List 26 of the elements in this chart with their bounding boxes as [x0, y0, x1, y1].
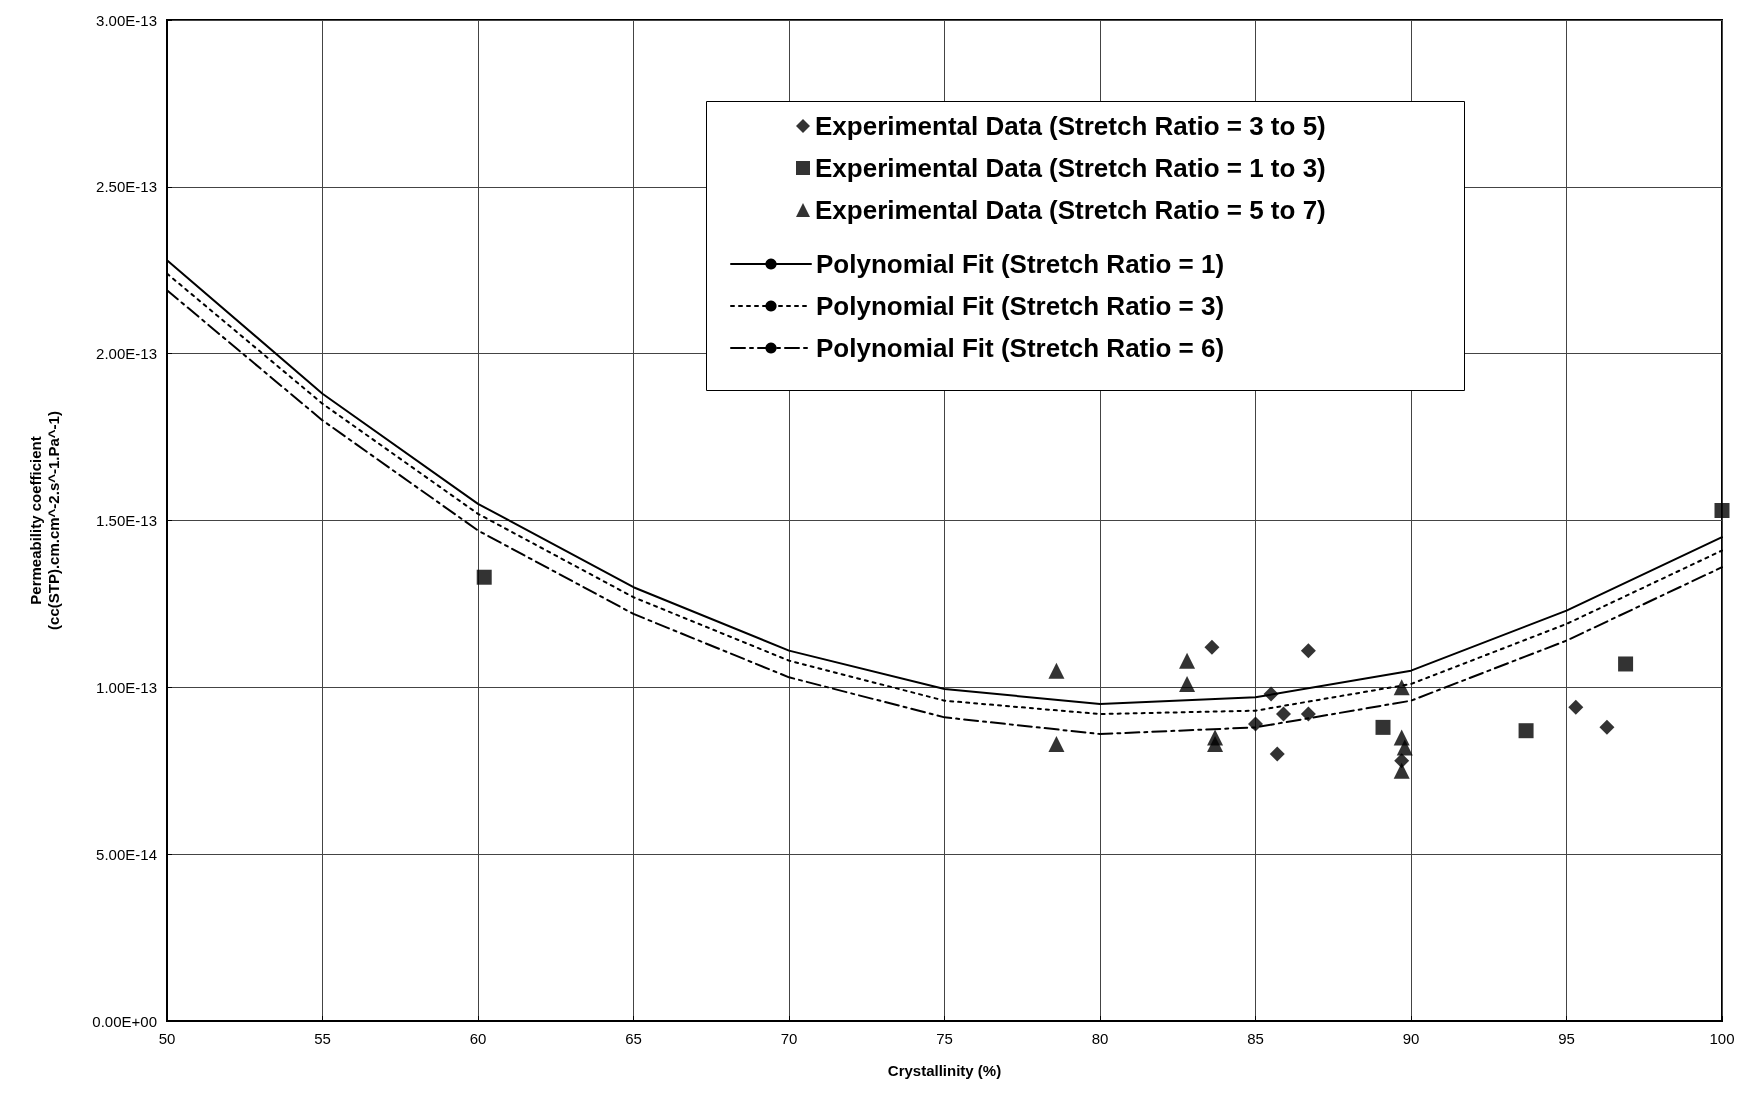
legend-label: Experimental Data (Stretch Ratio = 5 to 7): [815, 195, 1326, 225]
x-tick-label: 60: [469, 1030, 487, 1047]
x-tick-label: 75: [936, 1030, 953, 1047]
x-tick-label: 90: [1402, 1030, 1420, 1047]
y-tick-label: 0.00E+00: [92, 1012, 157, 1030]
legend-label: Experimental Data (Stretch Ratio = 1 to 3): [815, 153, 1326, 183]
x-tick-label: 80: [1091, 1030, 1109, 1047]
y-tick-label: 2.00E-13: [96, 345, 157, 363]
y-tick-label: 3.00E-13: [96, 11, 157, 29]
legend-label: Polynomial Fit (Stretch Ratio = 6): [816, 333, 1225, 363]
x-tick-label: 50: [158, 1030, 176, 1047]
x-tick-label: 65: [625, 1030, 642, 1047]
y-tick-label: 2.50E-13: [96, 178, 157, 196]
y-tick-label: 1.00E-13: [96, 678, 157, 696]
x-tick-label: 70: [780, 1030, 798, 1047]
y-axis-title: Permeability coefficient (cc(STP).cm.cm^-2.s^-1.Pa^-1): [26, 411, 62, 630]
legend-label: Polynomial Fit (Stretch Ratio = 3): [816, 291, 1225, 321]
x-tick-label: 85: [1247, 1030, 1264, 1047]
x-tick-label: 55: [314, 1030, 331, 1047]
y-tick-label: 5.00E-14: [96, 845, 157, 863]
legend-label: Polynomial Fit (Stretch Ratio = 1): [816, 249, 1225, 279]
x-axis-title: Crystallinity (%): [887, 1061, 1002, 1079]
y-tick-label: 1.50E-13: [96, 512, 157, 529]
x-tick-label: 100: [1709, 1030, 1735, 1047]
x-tick-label: 95: [1558, 1030, 1575, 1047]
legend-label: Experimental Data (Stretch Ratio = 3 to 5): [815, 111, 1326, 141]
